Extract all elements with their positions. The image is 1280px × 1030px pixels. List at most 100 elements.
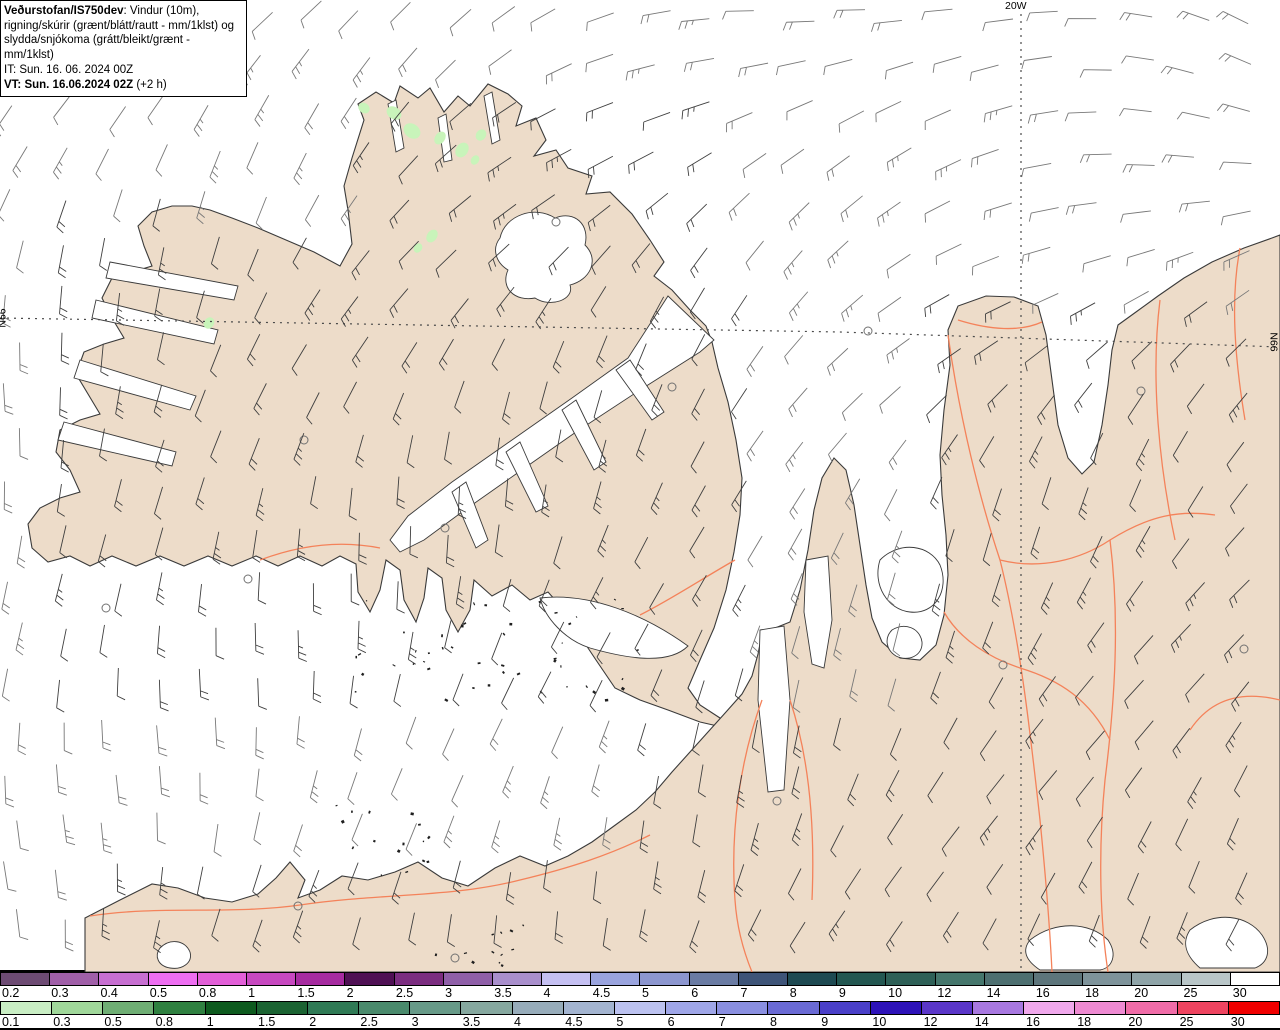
wind-barb — [649, 583, 664, 615]
wind-barb — [586, 102, 614, 122]
sleet-scale-tick-label: 0.3 — [51, 986, 69, 1000]
wind-barb — [56, 483, 65, 517]
island-dot — [500, 664, 505, 667]
wind-barb — [396, 581, 405, 614]
wind-barb — [593, 390, 603, 424]
wind-barb — [1088, 914, 1100, 948]
wind-barb — [1040, 872, 1056, 905]
wind-barb — [195, 477, 205, 511]
wind-barb — [651, 384, 663, 417]
island-dot — [402, 842, 405, 846]
wind-barb — [788, 387, 808, 418]
wind-barb — [587, 204, 611, 232]
island-dot — [509, 929, 514, 933]
wind-barb — [1186, 383, 1205, 415]
wind-barb — [115, 386, 124, 420]
wind-barb — [692, 814, 701, 848]
wind-barb — [1028, 207, 1059, 222]
wind-barb — [398, 155, 419, 185]
wind-barb — [293, 152, 307, 186]
rain-scale-swatch-4 — [512, 1002, 564, 1014]
wind-barb — [540, 776, 550, 810]
wind-barb — [780, 148, 805, 174]
island-dot — [509, 622, 513, 626]
wind-barb — [0, 189, 11, 222]
wind-barb — [783, 250, 803, 280]
wind-barb — [924, 200, 951, 223]
wind-barb — [247, 248, 259, 282]
wind-barb — [587, 155, 614, 179]
island-dot — [491, 950, 495, 954]
rain-colorbar: 0.1 0.3 0.5 0.8 1 1.5 2 2.5 3 3.5 4 4.5 5 6 7 8 9 10 12 14 1… — [0, 1001, 1280, 1030]
wind-barb — [625, 64, 655, 81]
rain-scale-swatch-9 — [819, 1002, 871, 1014]
wind-barb — [495, 437, 504, 471]
island-dot — [561, 642, 563, 644]
wind-barb — [255, 768, 264, 802]
wind-barb — [598, 439, 608, 473]
rain-scale-swatch-3 — [410, 1002, 462, 1014]
wind-barb — [879, 386, 901, 414]
rain-scale-tick-label: 0.3 — [53, 1015, 71, 1029]
wind-barb — [492, 101, 517, 127]
water-body — [886, 626, 923, 659]
wind-barb — [988, 677, 1004, 710]
wind-barb — [100, 343, 109, 377]
wind-barb — [1225, 919, 1240, 952]
wind-barb — [531, 194, 555, 220]
road-line — [943, 611, 1111, 741]
wind-barb — [1021, 162, 1052, 178]
island-dot — [357, 652, 362, 656]
wind-barb — [1185, 582, 1205, 612]
wind-barb — [1079, 153, 1112, 164]
wind-barb — [1079, 69, 1112, 78]
wind-barb — [398, 47, 418, 78]
wind-barb — [732, 584, 746, 617]
precipitation-patch — [203, 317, 215, 329]
wind-barb — [434, 144, 457, 173]
wind-barb — [984, 301, 1011, 323]
island-dot — [613, 598, 617, 601]
station-circle — [299, 435, 309, 445]
wind-barb — [886, 338, 910, 364]
wind-barb — [1161, 154, 1194, 163]
wind-barb — [353, 728, 363, 762]
wind-barb — [1086, 341, 1108, 369]
wind-barb — [982, 621, 994, 655]
island-dot — [621, 677, 624, 681]
wind-barb — [871, 19, 902, 32]
latitude-label-right: N66 — [1267, 332, 1280, 352]
wind-barb — [683, 58, 715, 72]
sleet-snow-colorbar: 0.2 0.3 0.4 0.5 0.8 1 1.5 2 2.5 3 3.5 4 4.5 5 6 7 8 9 10 12… — [0, 972, 1280, 1001]
rain-scale-tick-label: 3.5 — [462, 1015, 481, 1029]
wind-barb — [849, 669, 858, 703]
sleet-scale-tick-label: 6 — [691, 986, 699, 1000]
wind-barb — [979, 815, 998, 846]
island-dot — [621, 607, 624, 610]
rain-scale-swatch-25 — [1177, 1002, 1229, 1014]
sleet-scale-swatch-25 — [1181, 973, 1231, 985]
sleet-scale-swatch-1 — [246, 973, 297, 985]
wind-barb — [355, 434, 365, 468]
wind-barb — [689, 526, 705, 559]
wind-barb — [194, 389, 206, 423]
island-dot — [502, 632, 506, 636]
wind-barb — [304, 289, 321, 321]
wind-barb — [1123, 290, 1149, 314]
sleet-scale-swatch-12 — [935, 973, 985, 985]
road-line — [789, 699, 814, 901]
wind-barb — [291, 344, 307, 376]
sleet-scale-tick-label: 0.5 — [149, 986, 168, 1000]
wind-barb — [1119, 12, 1153, 21]
wind-barb — [153, 486, 164, 520]
sleet-scale-swatch-0.5 — [148, 973, 198, 985]
wind-barb — [60, 440, 69, 473]
sleet-scale-swatch-16 — [1033, 973, 1084, 985]
wind-barb — [59, 525, 68, 559]
wind-barb — [784, 335, 804, 365]
wind-barb — [255, 727, 264, 760]
wind-barb — [53, 94, 71, 126]
rain-scale-tick-label: 4 — [514, 1015, 521, 1029]
wind-barb — [454, 380, 465, 414]
wind-barb — [1078, 861, 1093, 894]
